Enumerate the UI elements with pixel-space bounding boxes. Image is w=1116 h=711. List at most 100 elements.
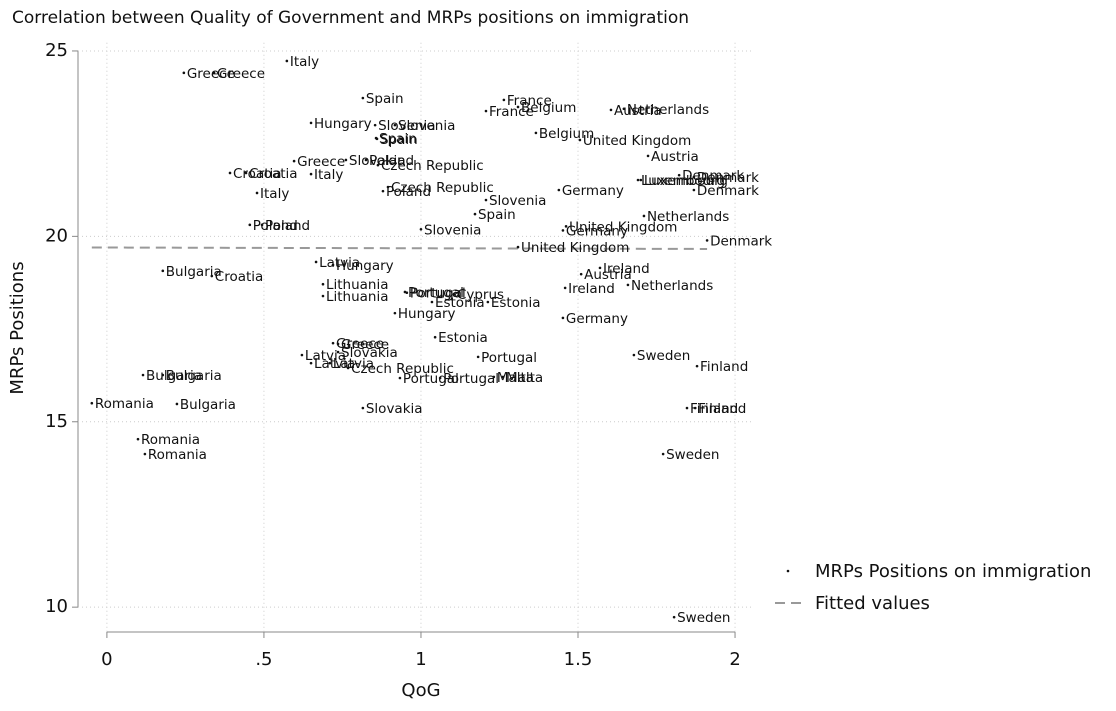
y-tick-label: 20 <box>45 225 68 246</box>
point <box>419 228 423 231</box>
point <box>598 266 602 270</box>
point <box>161 373 165 377</box>
point-label: United Kingdom <box>521 240 629 256</box>
point <box>705 239 709 242</box>
point-label: Austria <box>651 149 699 165</box>
point-label: Slovakia <box>366 401 423 417</box>
point-label: Germany <box>566 223 628 239</box>
point <box>677 173 681 177</box>
point-label: Croatia <box>233 166 282 182</box>
point <box>228 171 232 175</box>
point <box>321 294 325 298</box>
point <box>516 245 520 249</box>
point <box>486 300 490 304</box>
point-label: Bulgaria <box>146 368 202 384</box>
chart-title: Correlation between Quality of Governmen… <box>12 8 689 28</box>
point-label: Romania <box>95 396 154 412</box>
point-label: Ireland <box>568 281 615 297</box>
point <box>484 198 488 202</box>
point <box>336 342 340 346</box>
point <box>336 350 340 354</box>
point-label: France <box>489 104 534 120</box>
point <box>331 341 335 345</box>
point <box>685 406 689 410</box>
point <box>534 131 538 135</box>
point-label: Slovakia <box>349 153 406 169</box>
y-tick-label: 15 <box>45 411 68 432</box>
point <box>578 138 582 142</box>
point <box>561 229 565 232</box>
point-label: Finland <box>690 401 738 417</box>
point <box>692 175 696 179</box>
point-label: Italy <box>290 54 319 70</box>
point <box>212 71 216 75</box>
point-label: Poland <box>369 153 414 169</box>
point-label: Czech Republic <box>351 361 454 377</box>
point-label: Portugal <box>403 371 459 387</box>
point-label: Hungary <box>314 116 372 132</box>
point <box>646 154 650 158</box>
point <box>672 615 676 619</box>
point <box>661 452 665 456</box>
point <box>175 402 179 406</box>
point-label: Sweden <box>637 348 690 364</box>
point <box>248 223 252 227</box>
point-label: Poland <box>253 218 298 234</box>
point <box>622 107 626 111</box>
point <box>393 311 397 315</box>
legend-label: Fitted values <box>815 593 930 614</box>
point-label: Denmark <box>697 170 759 186</box>
x-tick-label: 0 <box>101 649 112 670</box>
point <box>398 376 402 380</box>
point-label: France <box>507 93 552 109</box>
point <box>452 292 456 296</box>
point <box>314 260 318 264</box>
point-label: Latvia <box>319 255 360 271</box>
point <box>501 375 505 379</box>
point <box>375 137 379 141</box>
point <box>255 191 259 195</box>
point <box>376 163 380 167</box>
point-label: Greece <box>297 154 345 170</box>
legend-label: MRPs Positions on immigration <box>815 561 1091 582</box>
point <box>433 335 437 339</box>
point-label: Netherlands <box>647 209 729 225</box>
point-label: Italy <box>260 186 289 202</box>
point <box>502 98 506 102</box>
point <box>364 158 368 162</box>
x-tick-label: 1 <box>415 649 426 670</box>
point-label: Sweden <box>666 447 719 463</box>
point <box>492 375 496 379</box>
point-label: Malta <box>506 370 543 386</box>
point-label: Latvia <box>333 356 374 372</box>
x-tick-label: .5 <box>255 649 272 670</box>
point <box>143 452 147 456</box>
point <box>626 283 630 287</box>
point <box>484 109 488 113</box>
point-label: Romania <box>141 432 200 448</box>
point <box>309 121 313 125</box>
x-tick-label: 1.5 <box>564 649 593 670</box>
point <box>639 178 643 182</box>
point-label: Greece <box>187 66 235 82</box>
point <box>309 361 313 365</box>
point <box>393 123 397 127</box>
point <box>564 225 568 228</box>
point <box>285 59 289 63</box>
point <box>636 178 640 182</box>
point <box>476 355 480 359</box>
point-label: Austria <box>614 103 662 119</box>
point-label: Denmark <box>697 183 759 199</box>
point-label: Portugal <box>481 350 537 366</box>
point <box>244 171 248 175</box>
point-label: Slovenia <box>398 118 455 134</box>
point-label: Latvia <box>305 348 346 364</box>
point <box>632 353 636 357</box>
point <box>141 373 145 377</box>
point <box>561 316 565 320</box>
point <box>695 364 699 368</box>
point-label: Slovenia <box>489 193 546 209</box>
point <box>331 263 335 267</box>
point <box>321 282 325 286</box>
